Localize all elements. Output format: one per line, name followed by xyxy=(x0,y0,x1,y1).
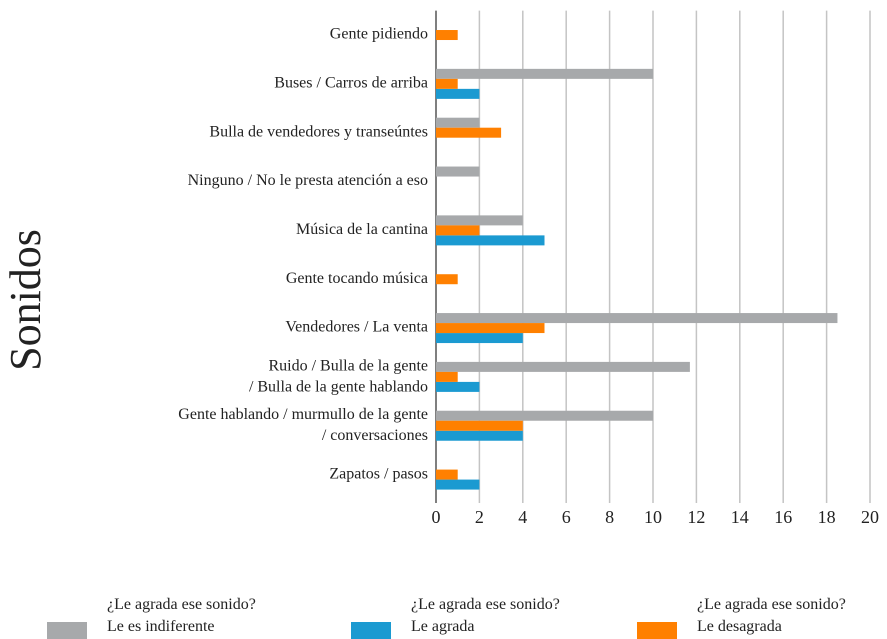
x-tick-label: 4 xyxy=(518,507,527,527)
legend-swatch xyxy=(47,622,87,639)
y-tick-label: Ninguno / No le presta atención a eso xyxy=(188,172,428,189)
bar xyxy=(436,371,458,382)
x-tick-label: 0 xyxy=(432,507,441,527)
bar xyxy=(436,68,653,79)
x-tick-label: 6 xyxy=(562,507,571,527)
x-tick-label: 14 xyxy=(731,507,749,527)
bar xyxy=(436,78,458,89)
y-axis-label: Sonidos xyxy=(1,229,50,371)
legend-label: ¿Le agrada ese sonido? Le agrada xyxy=(411,596,560,635)
legend-label: ¿Le agrada ese sonido? Le desagrada xyxy=(697,596,846,635)
x-tick-label: 20 xyxy=(861,507,879,527)
legend-swatch xyxy=(637,622,677,639)
bar xyxy=(436,127,502,138)
y-tick-label: Gente pidiendo xyxy=(330,26,428,43)
x-tick-label: 12 xyxy=(687,507,705,527)
y-tick-label: Bulla de vendedores y transeúntes xyxy=(209,123,428,140)
y-tick-label: Zapatos / pasos xyxy=(329,465,428,482)
bar xyxy=(436,117,480,128)
y-tick-label: Buses / Carros de arriba xyxy=(274,75,428,92)
y-tick-label: Ruido / Bulla de la gente / Bulla de la g… xyxy=(249,357,428,395)
bar xyxy=(436,166,480,177)
y-tick-label: Gente tocando música xyxy=(286,270,428,287)
y-tick-label: Vendedores / La venta xyxy=(285,319,428,336)
bar xyxy=(436,88,480,99)
bar xyxy=(436,333,523,344)
bar xyxy=(436,420,523,431)
y-tick-label: Música de la cantina xyxy=(296,221,428,238)
bar xyxy=(436,313,838,324)
x-tick-label: 18 xyxy=(818,507,836,527)
bar xyxy=(436,479,480,490)
y-tick-label: Gente hablando / murmullo de la gente / c… xyxy=(178,406,428,444)
legend-label: ¿Le agrada ese sonido? Le es indiferente xyxy=(107,596,256,635)
bar xyxy=(436,30,458,41)
bar xyxy=(436,469,458,480)
bar xyxy=(436,381,480,392)
x-tick-label: 2 xyxy=(475,507,484,527)
bar xyxy=(436,361,690,372)
x-tick-label: 16 xyxy=(774,507,792,527)
x-tick-label: 10 xyxy=(644,507,662,527)
bar xyxy=(436,235,545,246)
bar xyxy=(436,274,458,285)
bar xyxy=(436,410,653,421)
legend-swatch xyxy=(351,622,391,639)
bar xyxy=(436,225,480,236)
bar xyxy=(436,323,545,334)
x-tick-label: 8 xyxy=(605,507,614,527)
bar xyxy=(436,215,523,226)
bar xyxy=(436,430,523,441)
